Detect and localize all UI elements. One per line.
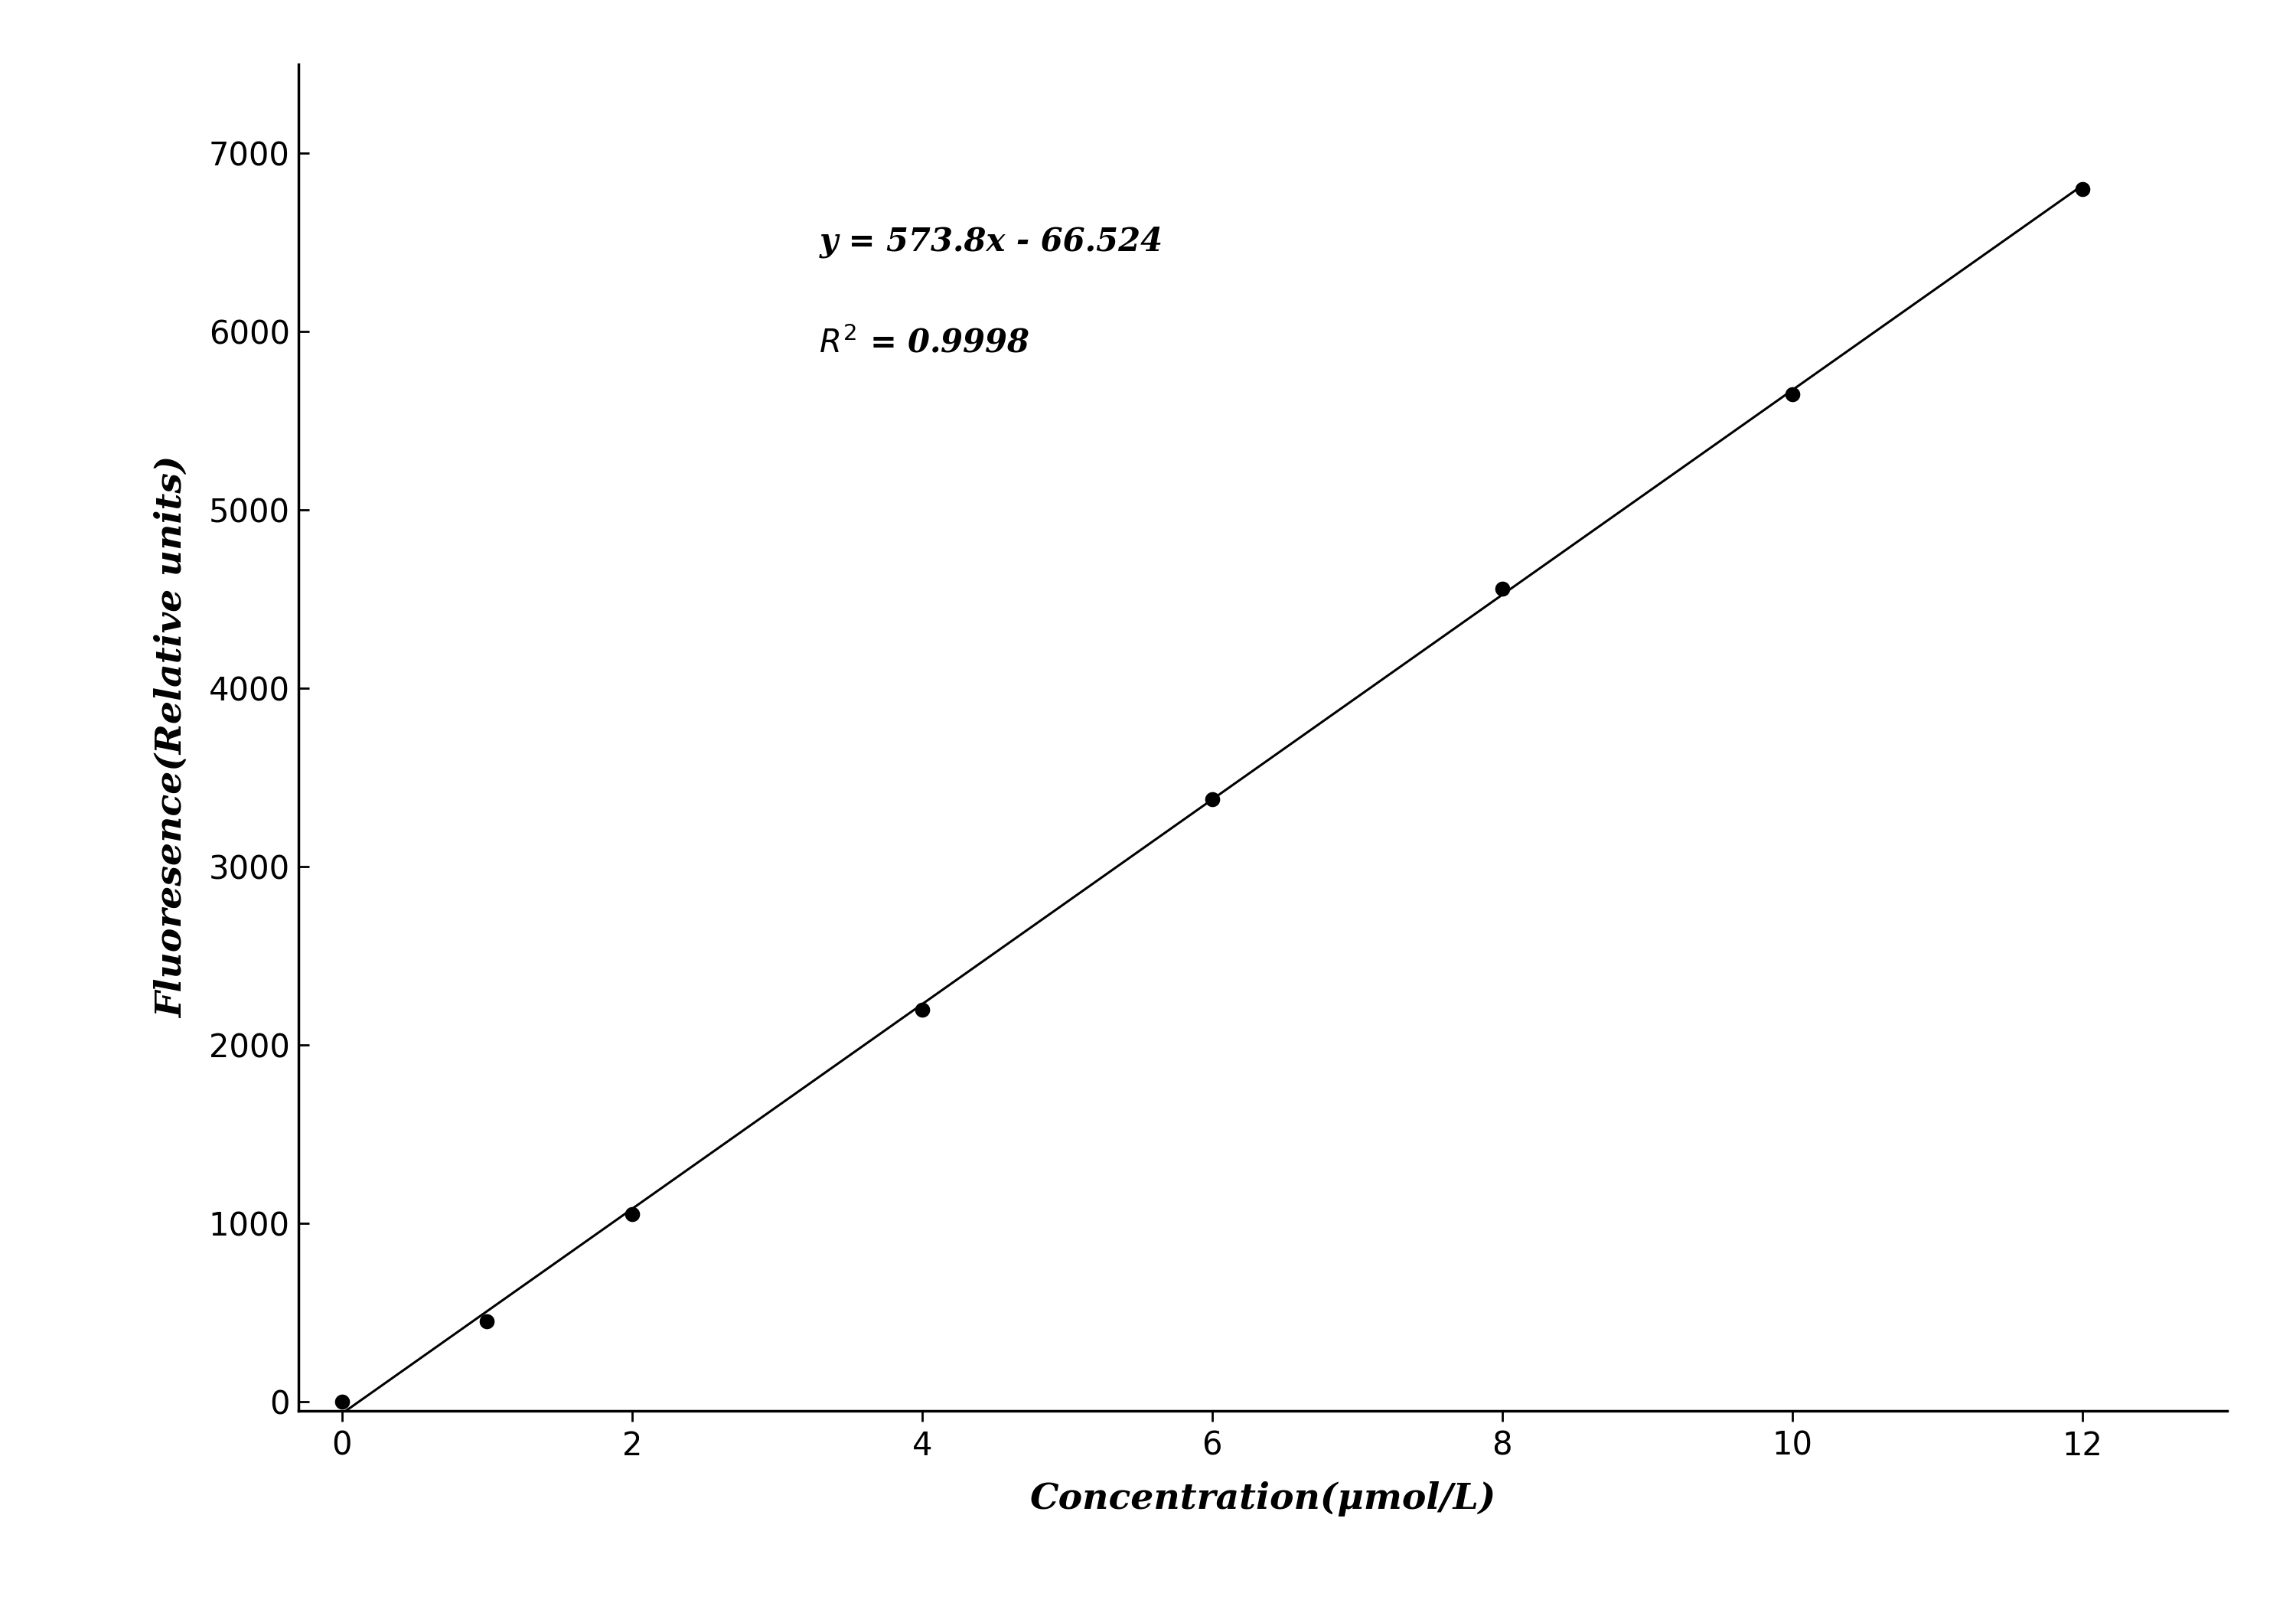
Point bbox=[324, 1388, 360, 1414]
Text: $R^{2}$ = 0.9998: $R^{2}$ = 0.9998 bbox=[820, 327, 1031, 359]
Point bbox=[468, 1308, 505, 1334]
Y-axis label: Fluoresence(Relative units): Fluoresence(Relative units) bbox=[154, 457, 191, 1018]
X-axis label: Concentration(μmol/L): Concentration(μmol/L) bbox=[1029, 1481, 1497, 1516]
Point bbox=[905, 997, 941, 1023]
Point bbox=[1483, 575, 1520, 601]
Point bbox=[2064, 176, 2101, 202]
Point bbox=[1775, 382, 1812, 407]
Point bbox=[613, 1202, 650, 1228]
Text: y = 573.8x - 66.524: y = 573.8x - 66.524 bbox=[820, 226, 1164, 258]
Point bbox=[1194, 785, 1231, 811]
